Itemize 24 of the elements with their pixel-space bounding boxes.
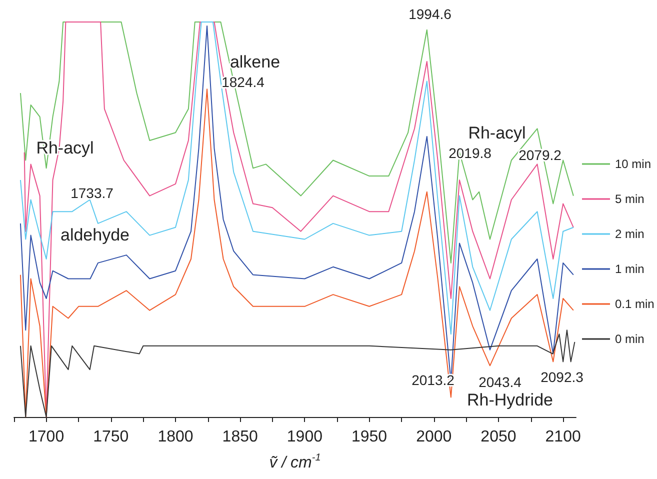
legend-label: 5 min — [615, 192, 644, 206]
x-tick-label: 2050 — [480, 428, 516, 446]
x-tick-label: 1700 — [28, 428, 64, 446]
annotation: 1733.7 — [70, 185, 114, 201]
annotation: Rh-Hydride — [467, 390, 553, 410]
annotation: alkene — [230, 52, 280, 72]
annotation: Rh-acyl — [468, 124, 526, 142]
annotation: aldehyde — [60, 226, 130, 244]
legend-label: 2 min — [615, 227, 644, 241]
x-tick-label: 2000 — [416, 428, 452, 446]
x-tick-label: 1900 — [286, 428, 323, 446]
x-tick-label: 2100 — [545, 428, 581, 446]
legend-label: 10 min — [615, 157, 652, 171]
annotation: 1994.6 — [408, 6, 452, 22]
x-tick-label: 1950 — [351, 428, 388, 446]
annotation: 2092.3 — [540, 369, 584, 385]
x-tick-label: 1750 — [93, 428, 129, 446]
legend-label: 0 min — [615, 332, 644, 346]
legend-label: 1 min — [615, 262, 644, 276]
legend-label: 0.1 min — [615, 297, 654, 311]
x-tick-label: 1850 — [222, 428, 258, 446]
x-tick-label: 1800 — [158, 428, 194, 446]
annotation: 2019.8 — [448, 145, 492, 161]
annotation: 2043.4 — [478, 374, 522, 390]
